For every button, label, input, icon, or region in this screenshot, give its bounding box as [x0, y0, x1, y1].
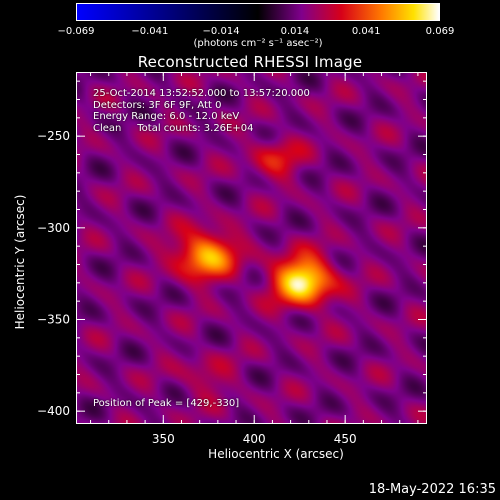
heatmap-canvas: [77, 73, 426, 423]
x-tick-label: 450: [334, 432, 357, 446]
y-tick-label: −300: [37, 221, 70, 235]
info-line-3: Clean Total counts: 3.26E+04: [93, 122, 254, 134]
x-tick-label: 400: [243, 432, 266, 446]
y-tick-label: −250: [37, 129, 70, 143]
info-line-2: Energy Range: 6.0 - 12.0 keV: [93, 111, 240, 122]
y-tick-label: −400: [37, 404, 70, 418]
info-line-0: 25-Oct-2014 13:52:52.000 to 13:57:20.000: [93, 88, 310, 99]
colorbar-tick-label: 0.014: [280, 26, 310, 37]
info-box: 25-Oct-2014 13:52:52.000 to 13:57:20.000…: [93, 88, 310, 134]
colorbar-label: (photons cm⁻² s⁻¹ asec⁻²): [193, 38, 323, 49]
x-tick-label: 350: [152, 432, 175, 446]
colorbar-tick-label: −0.041: [131, 26, 169, 37]
colorbar-tick-label: −0.069: [57, 26, 95, 37]
chart-title: Reconstructed RHESSI Image: [137, 53, 363, 71]
colorbar-tick-label: 0.069: [425, 26, 455, 37]
peak-position-label: Position of Peak = [429,-330]: [93, 398, 240, 409]
info-line-1: Detectors: 3F 6F 9F, Att 0: [93, 99, 222, 111]
x-axis-label: Heliocentric X (arcsec): [208, 447, 344, 461]
y-tick-label: −350: [37, 313, 70, 327]
heatmap-plot: [76, 72, 427, 424]
colorbar-tick-label: 0.041: [351, 26, 381, 37]
colorbar: [76, 3, 440, 21]
y-axis-label: Heliocentric Y (arcsec): [13, 194, 27, 330]
colorbar-tick-label: −0.014: [202, 26, 240, 37]
datestamp: 18-May-2022 16:35: [368, 482, 496, 497]
